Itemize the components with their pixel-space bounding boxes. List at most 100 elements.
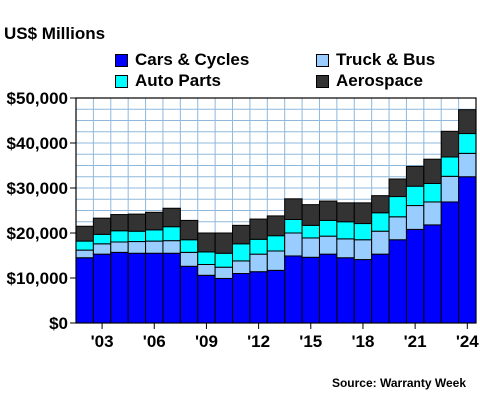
- source-note: Source: Warranty Week: [331, 376, 466, 390]
- legend-item-cars: Cars & Cycles: [115, 50, 249, 70]
- bar-segment-cars-2021: [405, 228, 425, 324]
- legend-label-truck: Truck & Bus: [336, 50, 436, 69]
- y-tick-label: $30,000: [7, 179, 68, 198]
- bar-segment-truck-2006: [145, 240, 164, 254]
- bar-segment-auto-2010: [214, 252, 234, 268]
- bar-segment-cars-2004: [110, 251, 129, 324]
- bar-segment-auto-2023: [440, 156, 460, 177]
- bar-segment-auto-2007: [162, 226, 181, 242]
- bar-segment-aero-2011: [232, 224, 251, 245]
- bar-segment-auto-2008: [179, 239, 199, 253]
- bar-segment-truck-2002: [75, 249, 94, 259]
- bar-segment-auto-2013: [266, 235, 286, 252]
- bar-segment-truck-2019: [371, 230, 390, 255]
- bar-segment-aero-2023: [440, 130, 460, 158]
- bar-segment-cars-2002: [75, 257, 94, 324]
- bar-segment-auto-2021: [405, 185, 425, 207]
- bar-segment-auto-2012: [249, 238, 268, 255]
- bar-segment-aero-2021: [405, 165, 425, 187]
- bar-segment-auto-2020: [388, 196, 407, 218]
- bar-segment-aero-2024: [458, 109, 477, 135]
- legend-swatch-truck: [316, 53, 329, 67]
- bar-segment-truck-2007: [162, 240, 181, 254]
- bar-segment-cars-2024: [458, 176, 477, 324]
- bar-segment-truck-2004: [110, 241, 129, 253]
- bar-segment-cars-2013: [266, 269, 286, 324]
- y-tick-label: $50,000: [7, 89, 68, 108]
- bar-segment-truck-2024: [458, 152, 477, 178]
- bar-segment-aero-2018: [353, 202, 373, 225]
- bar-segment-cars-2017: [336, 257, 355, 324]
- bar-segment-cars-2023: [440, 201, 460, 324]
- bar-segment-cars-2003: [92, 253, 112, 324]
- bar-segment-truck-2016: [318, 235, 338, 255]
- bar-segment-aero-2007: [162, 207, 181, 228]
- y-tick-label: $20,000: [7, 224, 68, 243]
- y-unit-label: US$ Millions: [4, 24, 106, 43]
- bar-segment-auto-2017: [336, 221, 355, 240]
- bar-segment-auto-2006: [145, 229, 164, 242]
- bar-segment-truck-2014: [284, 232, 303, 257]
- bar-segment-truck-2023: [440, 175, 460, 203]
- legend-swatch-aero: [316, 74, 329, 88]
- x-tick-label: '18: [351, 332, 374, 351]
- bar-segment-cars-2007: [162, 252, 181, 324]
- legend-swatch-cars: [115, 53, 128, 67]
- bar-segment-truck-2011: [232, 260, 251, 274]
- bar-segment-aero-2017: [336, 202, 355, 223]
- bar-segment-truck-2005: [127, 241, 147, 254]
- bar-segment-truck-2008: [179, 251, 199, 267]
- bar-segment-aero-2002: [75, 225, 94, 242]
- bar-segment-truck-2020: [388, 216, 407, 241]
- bar-segment-aero-2019: [371, 195, 390, 214]
- legend-label-cars: Cars & Cycles: [135, 50, 250, 69]
- bar-segment-cars-2005: [127, 252, 147, 324]
- bar-segment-cars-2014: [284, 255, 303, 324]
- bar-segment-auto-2011: [232, 243, 251, 262]
- bar-segment-truck-2012: [249, 253, 268, 273]
- bar-segment-auto-2002: [75, 240, 94, 251]
- bar-segment-auto-2024: [458, 133, 477, 154]
- bar-segment-truck-2013: [266, 250, 286, 271]
- bar-segment-aero-2008: [179, 219, 199, 241]
- bar-segment-truck-2009: [197, 264, 216, 276]
- bar-segment-aero-2020: [388, 178, 407, 198]
- bar-segment-auto-2019: [371, 212, 390, 232]
- bar-segment-truck-2010: [214, 266, 234, 279]
- legend-item-truck: Truck & Bus: [316, 50, 435, 70]
- bar-segment-truck-2017: [336, 238, 355, 259]
- x-tick-label: '24: [456, 332, 479, 351]
- bar-segment-cars-2009: [197, 274, 216, 324]
- x-tick-label: '15: [299, 332, 322, 351]
- y-tick-label: $0: [49, 314, 68, 333]
- bar-segment-aero-2010: [214, 232, 234, 254]
- bar-segment-aero-2016: [318, 200, 338, 221]
- bar-segment-auto-2015: [301, 224, 320, 239]
- bar-segment-aero-2005: [127, 213, 147, 232]
- legend-label-aero: Aerospace: [336, 71, 423, 90]
- bar-segment-cars-2020: [388, 239, 407, 324]
- bar-segment-aero-2009: [197, 232, 216, 253]
- x-tick-label: '03: [91, 332, 114, 351]
- legend-item-auto: Auto Parts: [115, 71, 221, 91]
- bar-segment-cars-2006: [145, 252, 164, 324]
- bar-segment-truck-2022: [423, 201, 442, 226]
- bar-segment-aero-2022: [423, 158, 442, 184]
- bar-segment-auto-2018: [353, 223, 373, 241]
- bar-segment-cars-2011: [232, 273, 251, 324]
- bar-segment-aero-2014: [284, 198, 303, 221]
- y-tick-label: $40,000: [7, 134, 68, 153]
- bar-segment-cars-2015: [301, 256, 320, 324]
- bar-segment-aero-2013: [266, 215, 286, 237]
- bar-segment-aero-2006: [145, 211, 164, 231]
- bar-segment-cars-2022: [423, 224, 442, 324]
- x-tick-label: '12: [247, 332, 270, 351]
- bar-segment-cars-2019: [371, 253, 390, 324]
- bar-segment-auto-2014: [284, 219, 303, 234]
- bar-segment-aero-2004: [110, 214, 129, 232]
- x-tick-label: '09: [195, 332, 218, 351]
- bar-segment-auto-2005: [127, 230, 147, 243]
- x-tick-label: '06: [143, 332, 166, 351]
